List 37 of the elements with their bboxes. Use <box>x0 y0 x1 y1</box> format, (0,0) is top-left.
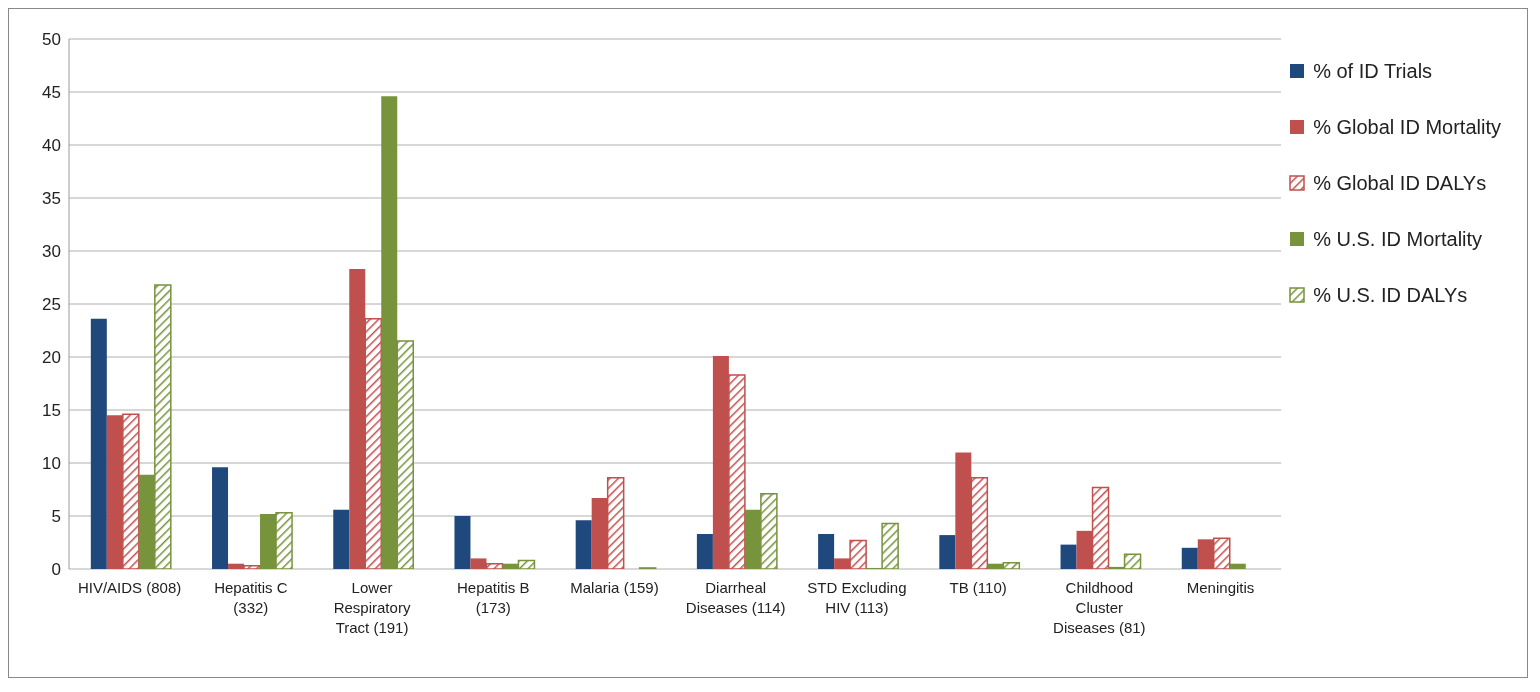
x-tick-label: Malaria (159) <box>570 579 659 596</box>
bar <box>696 534 713 569</box>
y-tick-label: 45 <box>42 83 61 103</box>
y-tick-label: 30 <box>42 242 61 262</box>
legend-label: % Global ID Mortality <box>1313 115 1501 139</box>
bar <box>1229 563 1246 569</box>
x-tick-label: HIV/AIDS (808) <box>77 579 182 596</box>
bar <box>818 534 835 569</box>
bar <box>939 535 956 569</box>
legend-label: % Global ID DALYs <box>1313 171 1487 195</box>
bar <box>454 516 471 569</box>
y-tick-label: 0 <box>51 560 61 580</box>
x-tick-label: Lower Respiratory Tract (191) <box>333 579 411 636</box>
y-tick-label: 15 <box>42 401 61 421</box>
legend-label: % of ID Trials <box>1313 59 1433 83</box>
y-tick-label: 50 <box>42 30 61 50</box>
x-tick-label: STD Excluding HIV (113) <box>807 579 907 616</box>
x-tick-label: TB (110) <box>949 579 1007 596</box>
y-tick-label: 20 <box>42 348 61 368</box>
y-tick-label: 35 <box>42 189 61 209</box>
bar <box>333 509 350 569</box>
bar <box>90 318 107 569</box>
x-tick-label: Hepatitis C (332) <box>214 579 288 616</box>
y-tick-label: 40 <box>42 136 61 156</box>
x-tick-label: Meningitis <box>1186 579 1255 596</box>
bar <box>575 520 592 569</box>
legend-label: % U.S. ID Mortality <box>1313 227 1483 251</box>
bar <box>1181 547 1198 569</box>
y-tick-label: 10 <box>42 454 61 474</box>
legend-label: % U.S. ID DALYs <box>1313 283 1468 307</box>
bar <box>1060 544 1077 569</box>
x-tick-label: Hepatitis B (173) <box>456 579 530 616</box>
x-tick-label: Childhood Cluster Diseases (81) <box>1053 579 1146 636</box>
bar <box>212 467 229 569</box>
y-tick-label: 25 <box>42 295 61 315</box>
y-tick-label: 5 <box>51 507 61 527</box>
x-tick-label: Diarrheal Diseases (114) <box>685 579 786 616</box>
